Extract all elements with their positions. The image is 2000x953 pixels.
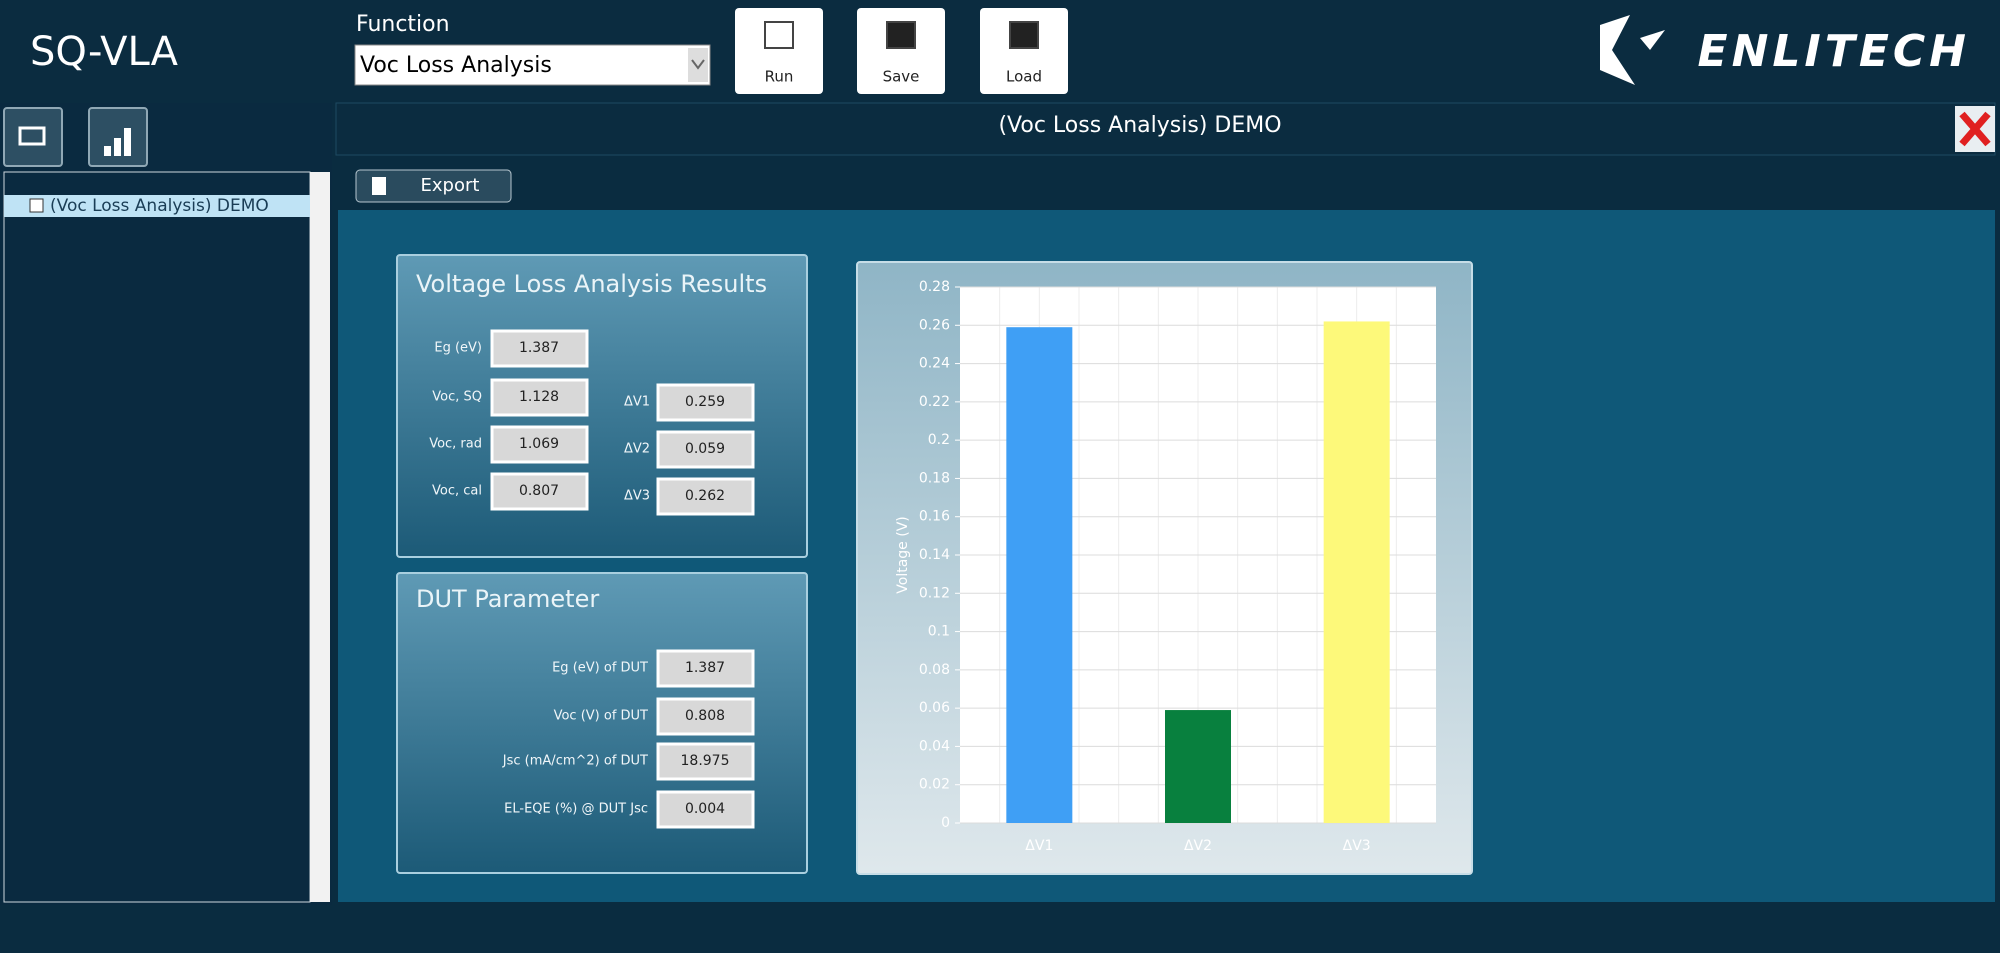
icon: [104, 128, 131, 156]
tree-list: [3, 171, 311, 903]
y-tick-label: 0.24: [919, 356, 950, 372]
toolbar-button[interactable]: [857, 8, 945, 94]
field-box: [656, 742, 755, 781]
field-label: Voc, rad: [429, 437, 482, 452]
y-tick-label: 0.16: [919, 509, 950, 525]
button-label: Run: [765, 68, 794, 86]
tree-view-button[interactable]: [3, 107, 63, 167]
y-tick-label: 0.02: [919, 777, 950, 793]
field-value: 0.262: [685, 488, 725, 504]
field-label: ΔV1: [624, 395, 650, 410]
field-label: Voc, SQ: [432, 390, 482, 405]
field-box: [656, 790, 755, 829]
toolbar-button[interactable]: [735, 8, 823, 94]
y-tick-label: 0.04: [919, 738, 950, 754]
y-tick-label: 0.14: [919, 547, 950, 563]
status-bar: [0, 905, 2000, 953]
dropdown-icon: [691, 59, 705, 70]
field-label: Jsc (mA/cm^2) of DUT: [502, 754, 648, 769]
field-label: ΔV3: [624, 489, 650, 504]
field-label: Eg (eV): [434, 341, 482, 356]
logo-text: ENLITECH: [1698, 26, 1970, 77]
field-value: 0.259: [685, 394, 725, 410]
field-box: [656, 477, 755, 516]
chart-view-button[interactable]: [88, 107, 148, 167]
export-button[interactable]: [355, 169, 512, 203]
field-box: [656, 383, 755, 422]
field-box: [656, 649, 755, 688]
y-tick-label: 0.26: [919, 317, 950, 333]
y-tick-label: 0: [941, 815, 950, 831]
tab-title: (Voc Loss Analysis) DEMO: [998, 113, 1281, 138]
results-title: Voltage Loss Analysis Results: [416, 270, 767, 298]
export-icon: [372, 177, 386, 195]
icon: [18, 126, 46, 146]
y-axis-label: Voltage (V): [895, 516, 911, 593]
function-label: Function: [356, 12, 450, 37]
field-label: EL-EQE (%) @ DUT Jsc: [504, 802, 648, 817]
field-label: ΔV2: [624, 442, 650, 457]
x-tick-label: ΔV1: [1025, 838, 1053, 854]
checkbox[interactable]: [29, 198, 44, 213]
field-value: 1.069: [519, 436, 559, 452]
y-tick-label: 0.22: [919, 394, 950, 410]
y-tick-label: 0.12: [919, 585, 950, 601]
close-icon: [1959, 111, 1991, 147]
y-tick-label: 0.08: [919, 662, 950, 678]
field-box: [656, 697, 755, 736]
field-value: 0.808: [685, 708, 725, 724]
field-box: [656, 430, 755, 469]
field-value: 1.387: [685, 660, 725, 676]
tab-toolbar: [336, 157, 1995, 209]
scrollbar[interactable]: [310, 172, 330, 902]
tree-item-highlight[interactable]: [4, 195, 310, 217]
app-title: SQ-VLA: [30, 29, 179, 75]
x-tick-label: ΔV3: [1343, 838, 1371, 854]
dropdown-arrow: [688, 48, 708, 82]
logo-icon: [1600, 15, 1665, 85]
y-tick-label: 0.2: [928, 432, 950, 448]
field-box: [490, 425, 589, 464]
function-value: Voc Loss Analysis: [360, 53, 552, 78]
function-select[interactable]: [354, 44, 711, 86]
x-tick-label: ΔV2: [1184, 838, 1212, 854]
bar: [1323, 321, 1390, 823]
y-tick-label: 0.28: [919, 279, 950, 295]
bar: [1165, 710, 1231, 823]
button-icon: [886, 21, 916, 49]
y-tick-label: 0.1: [928, 624, 950, 640]
field-value: 1.128: [519, 389, 559, 405]
y-tick-label: 0.18: [919, 470, 950, 486]
button-icon: [1009, 21, 1039, 49]
export-label: Export: [421, 175, 480, 196]
field-box: [490, 378, 589, 417]
y-tick-label: 0.06: [919, 700, 950, 716]
field-value: 1.387: [519, 340, 559, 356]
button-label: Load: [1006, 68, 1042, 86]
toolbar-button[interactable]: [980, 8, 1068, 94]
bar: [1006, 327, 1073, 823]
field-box: [490, 329, 589, 368]
tab-header: [335, 102, 1996, 156]
field-label: Eg (eV) of DUT: [552, 661, 648, 676]
tree-item: (Voc Loss Analysis) DEMO: [50, 196, 269, 216]
dut-title: DUT Parameter: [416, 585, 599, 613]
field-label: Voc, cal: [432, 484, 482, 499]
field-value: 0.004: [685, 801, 725, 817]
button-label: Save: [883, 68, 920, 86]
field-value: 18.975: [681, 753, 730, 769]
field-value: 0.807: [519, 483, 559, 499]
field-value: 0.059: [685, 441, 725, 457]
field-label: Voc (V) of DUT: [554, 709, 648, 724]
button-icon: [764, 21, 794, 49]
field-box: [490, 472, 589, 511]
